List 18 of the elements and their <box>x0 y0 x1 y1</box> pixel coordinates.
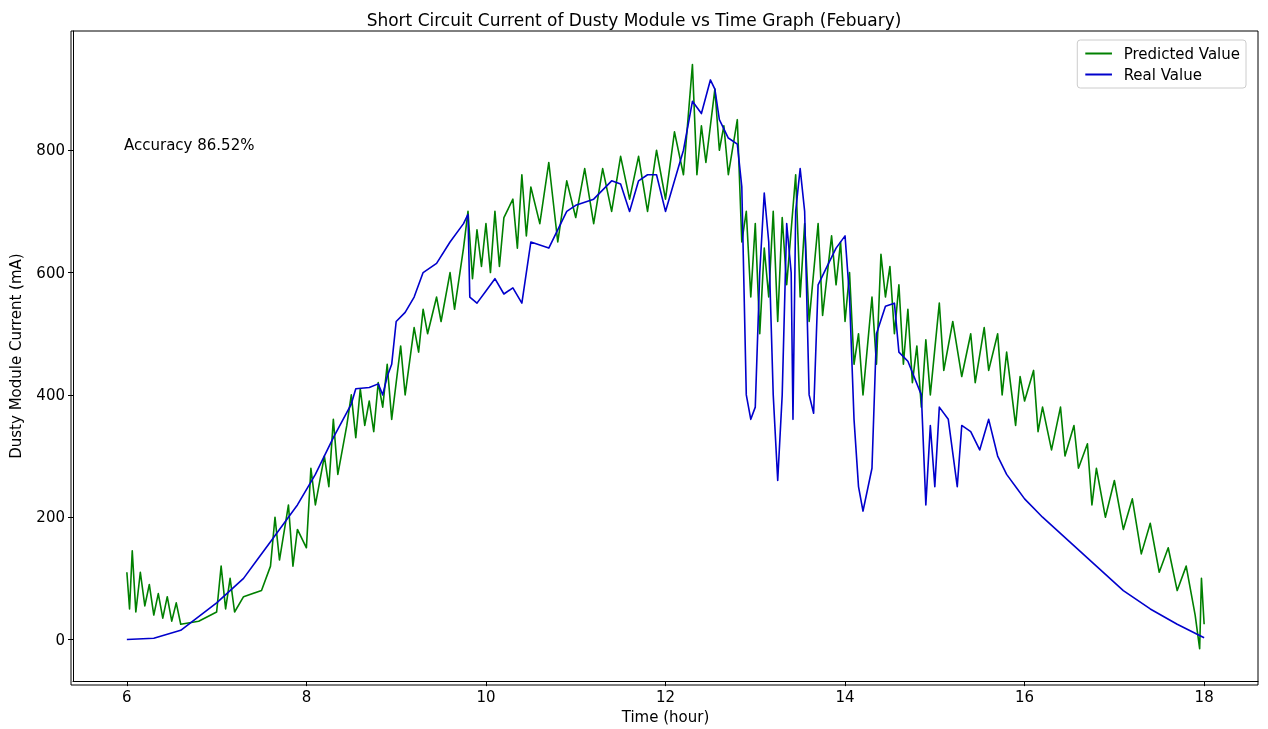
legend-label: Real Value <box>1123 65 1202 84</box>
x-tick-label: 12 <box>655 687 676 706</box>
x-tick-label: 6 <box>122 687 132 706</box>
annotation: Accuracy 86.52% <box>124 135 255 154</box>
legend-label: Predicted Value <box>1123 44 1240 63</box>
x-tick-label: 16 <box>1015 687 1035 706</box>
x-tick-label: 14 <box>835 687 855 706</box>
chart-title: Short Circuit Current of Dusty Module vs Time Graph (Febuary) <box>366 9 902 30</box>
x-tick-label: 8 <box>301 687 312 706</box>
y-tick-label: 200 <box>36 508 65 527</box>
x-axis-title: Time (hour) <box>620 707 710 726</box>
y-tick-label: 400 <box>36 385 65 404</box>
y-tick-label: 800 <box>36 141 65 160</box>
x-tick-label: 10 <box>476 687 496 706</box>
x-tick-label: 18 <box>1194 687 1214 706</box>
y-axis-title: Dusty Module Current (mA) <box>6 253 25 459</box>
y-tick-label: 0 <box>55 630 65 649</box>
y-tick-label: 600 <box>36 263 65 282</box>
